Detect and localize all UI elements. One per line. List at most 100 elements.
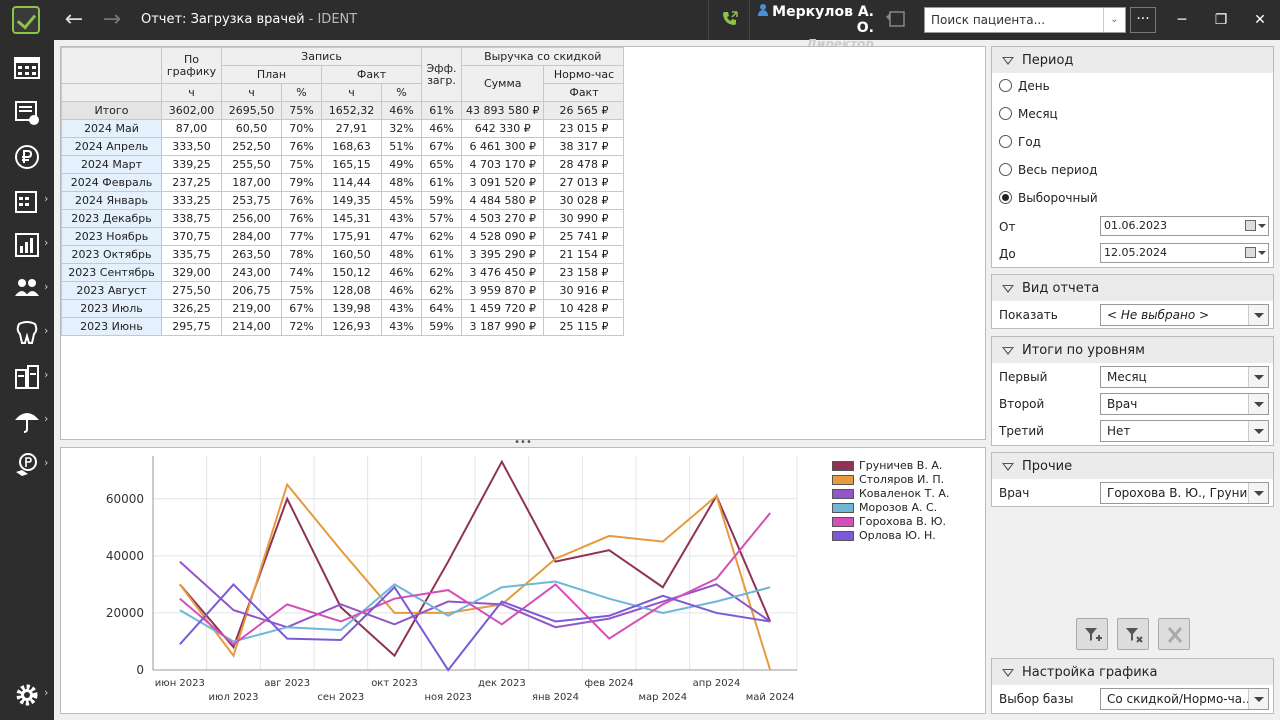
calendar-icon[interactable] <box>1245 220 1256 231</box>
level-first-select[interactable]: Месяц <box>1100 366 1269 388</box>
period-option[interactable]: Год <box>992 129 1273 157</box>
restore-icon[interactable]: ❐ <box>1214 12 1228 28</box>
more-menu-button[interactable]: ··· <box>1130 7 1156 33</box>
date-to-input[interactable]: 12.05.2024 <box>1100 243 1269 263</box>
period-option[interactable]: Месяц <box>992 101 1273 129</box>
table-row[interactable]: 2023 Июнь 295,75 214,00 72% 126,93 43% 59% 3 18… <box>61 317 625 336</box>
phone-button[interactable] <box>708 0 750 40</box>
chevron-down-icon[interactable] <box>1248 394 1268 414</box>
table-row[interactable]: 2023 Август 275,50 206,75 75% 128,08 46% 62% 3 … <box>61 281 625 300</box>
radio-button[interactable] <box>999 163 1012 176</box>
legend-item[interactable]: Горохова В. Ю. <box>832 515 949 529</box>
table-row[interactable]: 2023 Декабрь 338,75 256,00 76% 145,31 43% 57% 4… <box>61 209 625 228</box>
period-option[interactable]: День <box>992 73 1273 101</box>
clear-filters-button[interactable] <box>1158 618 1190 650</box>
legend-item[interactable]: Столяров И. П. <box>832 473 949 487</box>
sidebar-item-insurance[interactable]: › <box>0 398 54 442</box>
other-group-header[interactable]: Прочие <box>992 453 1273 479</box>
chart-settings-group-header[interactable]: Настройка графика <box>992 659 1273 685</box>
radio-button[interactable] <box>999 79 1012 92</box>
table-row[interactable]: 2023 Ноябрь 370,75 284,00 77% 175,91 47% 62% 4 … <box>61 227 625 246</box>
table-row[interactable]: 2023 Июль 326,25 219,00 67% 139,98 43% 64% 1 45… <box>61 299 625 318</box>
chevron-down-icon[interactable] <box>1248 421 1268 441</box>
sidebar-item-dentistry[interactable]: › <box>0 310 54 354</box>
table-row[interactable]: 2023 Октябрь 335,75 263,50 78% 160,50 48% 61% 3… <box>61 245 625 264</box>
unit-header: % <box>381 83 422 102</box>
patient-search-input[interactable]: Поиск пациента... ⌄ <box>924 7 1126 33</box>
table-row[interactable]: 2024 Май 87,00 60,50 70% 27,91 32% 46% 642 330 … <box>61 119 625 138</box>
table-row[interactable]: 2024 Февраль 237,25 187,00 79% 114,44 48% 61% 3… <box>61 173 625 192</box>
chevron-down-icon[interactable] <box>1258 251 1266 255</box>
add-filter-button[interactable] <box>1076 618 1108 650</box>
table-cell: 2023 Июль <box>61 299 162 318</box>
sidebar-item-finance[interactable] <box>0 134 54 178</box>
user-icon <box>758 4 769 16</box>
doctor-select[interactable]: Горохова В. Ю., Груни... <box>1100 482 1269 504</box>
period-group: Период День Месяц Год Весь период Выборочный… <box>991 46 1274 268</box>
app-logo-icon[interactable] <box>12 6 40 34</box>
table-row[interactable]: 2024 Январь 333,25 253,75 76% 149,35 45% 59% 4 … <box>61 191 625 210</box>
chevron-down-icon[interactable]: ⌄ <box>1103 8 1125 32</box>
sidebar-item-payroll[interactable]: › <box>0 442 54 486</box>
legend-item[interactable]: Груничев В. А. <box>832 459 949 473</box>
calendar-icon[interactable] <box>1245 247 1256 258</box>
table-cell: 2024 Май <box>61 119 162 138</box>
sidebar-item-staff[interactable]: › <box>0 266 54 310</box>
current-user[interactable]: Меркулов А. О. Директор <box>758 4 874 51</box>
table-cell: 48% <box>381 173 422 192</box>
forward-arrow-icon[interactable]: → <box>102 7 122 32</box>
bar-chart-icon <box>15 233 39 257</box>
inventory-icon <box>15 365 39 389</box>
minimize-icon[interactable]: ─ <box>1177 12 1187 28</box>
history-icon[interactable] <box>884 8 912 32</box>
legend-item[interactable]: Морозов А. С. <box>832 501 949 515</box>
chevron-down-icon[interactable] <box>1248 367 1268 387</box>
table-cell: 253,75 <box>221 191 282 210</box>
table-row[interactable]: 2023 Сентябрь 329,00 243,00 74% 150,12 46% 62%… <box>61 263 625 282</box>
sidebar-item-settings[interactable]: › <box>0 672 54 716</box>
chevron-down-icon[interactable] <box>1248 305 1268 325</box>
table-cell: 25 115 ₽ <box>543 317 625 336</box>
chevron-right-icon: › <box>44 324 49 337</box>
sidebar-item-tasks[interactable] <box>0 90 54 134</box>
sidebar-item-documents[interactable]: › <box>0 178 54 222</box>
sidebar-item-schedule[interactable] <box>0 46 54 90</box>
remove-filter-button[interactable] <box>1117 618 1149 650</box>
table-cell: 48% <box>381 245 422 264</box>
x-tick-label: июл 2023 <box>209 692 259 703</box>
sidebar-item-reports[interactable]: › <box>0 222 54 266</box>
level-third-select[interactable]: Нет <box>1100 420 1269 442</box>
table-row[interactable]: 2024 Март 339,25 255,50 75% 165,15 49% 65% 4 70… <box>61 155 625 174</box>
table-cell: 256,00 <box>221 209 282 228</box>
table-cell: 67% <box>281 299 322 318</box>
table-cell: 25 741 ₽ <box>543 227 625 246</box>
radio-button[interactable] <box>999 107 1012 120</box>
close-icon[interactable]: ✕ <box>1254 12 1266 28</box>
chevron-down-icon[interactable] <box>1258 224 1266 228</box>
table-cell: 65% <box>421 155 462 174</box>
levels-group-header[interactable]: Итоги по уровням <box>992 337 1273 363</box>
date-from-input[interactable]: 01.06.2023 <box>1100 216 1269 236</box>
chevron-down-icon[interactable] <box>1248 483 1268 503</box>
base-select[interactable]: Со скидкой/Нормо-ча... <box>1100 688 1269 710</box>
radio-button[interactable] <box>999 191 1012 204</box>
sidebar-item-warehouse[interactable]: › <box>0 354 54 398</box>
table-cell: 23 015 ₽ <box>543 119 625 138</box>
period-option[interactable]: Выборочный <box>992 185 1273 213</box>
report-type-group-header[interactable]: Вид отчета <box>992 275 1273 301</box>
back-arrow-icon[interactable]: ← <box>64 7 84 32</box>
show-select[interactable]: < Не выбрано > <box>1100 304 1269 326</box>
table-total-row[interactable]: Итого 3602,00 2695,50 75% 1652,32 46% 61… <box>61 101 625 120</box>
period-option[interactable]: Весь период <box>992 157 1273 185</box>
table-row[interactable]: 2024 Апрель 333,50 252,50 76% 168,63 51% 67% 6 … <box>61 137 625 156</box>
table-cell: 27 013 ₽ <box>543 173 625 192</box>
legend-item[interactable]: Орлова Ю. Н. <box>832 529 949 543</box>
level-second-select[interactable]: Врач <box>1100 393 1269 415</box>
document-calendar-icon <box>15 191 37 213</box>
radio-button[interactable] <box>999 135 1012 148</box>
legend-item[interactable]: Коваленок Т. А. <box>832 487 949 501</box>
chevron-down-icon[interactable] <box>1248 689 1268 709</box>
table-cell: 214,00 <box>221 317 282 336</box>
period-group-header[interactable]: Период <box>992 47 1273 73</box>
panel-splitter[interactable]: ••• <box>514 437 532 448</box>
